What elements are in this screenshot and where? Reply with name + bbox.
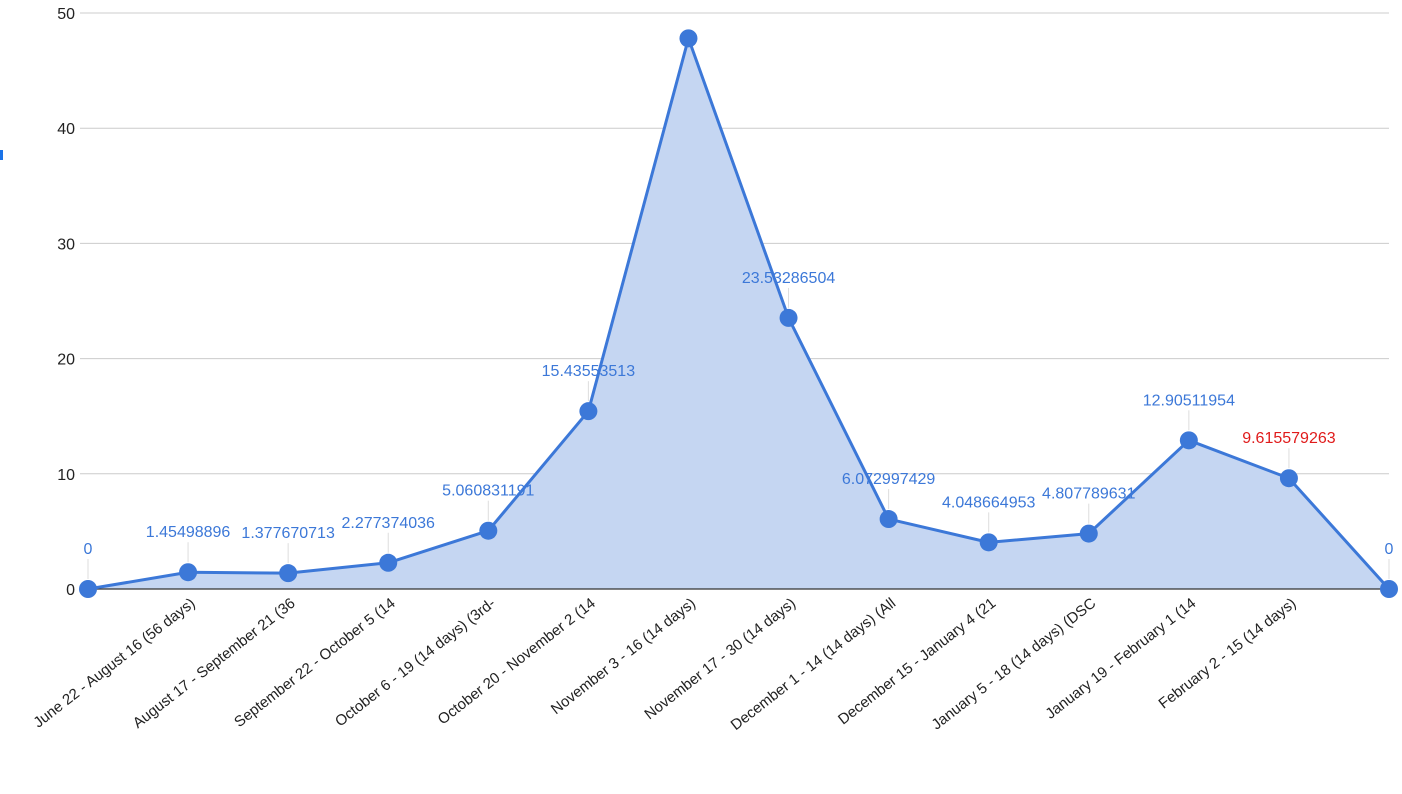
x-tick-label: December 1 - 14 (14 days) (All	[728, 595, 899, 734]
area-fill	[88, 38, 1389, 590]
y-axis-ticks: 0 10 20 30 40 50	[57, 6, 75, 599]
data-point	[179, 563, 198, 582]
data-point	[1179, 431, 1198, 450]
data-labels: 0 1.45498896 1.377670713 2.277374036 5.06083…	[84, 270, 1394, 579]
data-point	[979, 533, 998, 552]
data-label: 2.277374036	[342, 515, 436, 532]
data-point	[1279, 469, 1298, 488]
data-label: 12.90511954	[1143, 392, 1235, 409]
area-series	[79, 29, 1398, 598]
x-tick-label: August 17 - September 21 (36	[130, 595, 299, 732]
data-label: 4.807789631	[1042, 486, 1136, 503]
x-tick-label: June 22 - August 16 (56 days)	[30, 595, 198, 732]
series-line	[87, 36, 1391, 591]
data-label: 23.53286504	[742, 270, 836, 287]
data-point	[479, 521, 498, 540]
data-point	[579, 402, 598, 421]
data-label: 4.048664953	[942, 494, 1036, 511]
y-tick-label: 30	[57, 236, 75, 253]
data-point	[379, 553, 398, 572]
data-label: 5.060831191	[442, 483, 534, 500]
y-tick-label: 0	[66, 582, 75, 599]
data-label: 15.43553513	[542, 363, 636, 380]
x-tick-label: September 22 - October 5 (14	[231, 595, 399, 731]
y-tick-label: 40	[57, 121, 75, 138]
data-label: 1.45498896	[146, 524, 231, 541]
data-point	[1079, 524, 1098, 543]
x-tick-label: January 5 - 18 (14 days) (DSC	[928, 595, 1099, 734]
data-label: 0	[1385, 541, 1394, 558]
x-tick-label: October 20 - November 2 (14	[435, 595, 599, 729]
x-tick-label: December 15 - January 4 (21	[835, 595, 999, 729]
y-tick-label: 20	[57, 352, 75, 369]
edge-marker	[0, 150, 3, 160]
y-tick-label: 50	[57, 6, 75, 23]
data-point	[679, 29, 698, 48]
data-label: 1.377670713	[241, 525, 335, 542]
data-point	[1380, 580, 1398, 598]
data-label: 0	[84, 541, 93, 558]
y-tick-label: 10	[57, 467, 75, 484]
data-point	[779, 308, 798, 327]
data-point	[79, 580, 97, 598]
data-label: 9.615579263	[1242, 430, 1336, 447]
data-point	[279, 564, 298, 583]
data-label: 6.072997429	[842, 471, 936, 488]
data-point	[879, 510, 898, 529]
x-axis-ticks: June 22 - August 16 (56 days)August 17 -…	[30, 595, 1299, 734]
x-tick-label: October 6 - 19 (14 days) (3rd-	[332, 595, 499, 731]
